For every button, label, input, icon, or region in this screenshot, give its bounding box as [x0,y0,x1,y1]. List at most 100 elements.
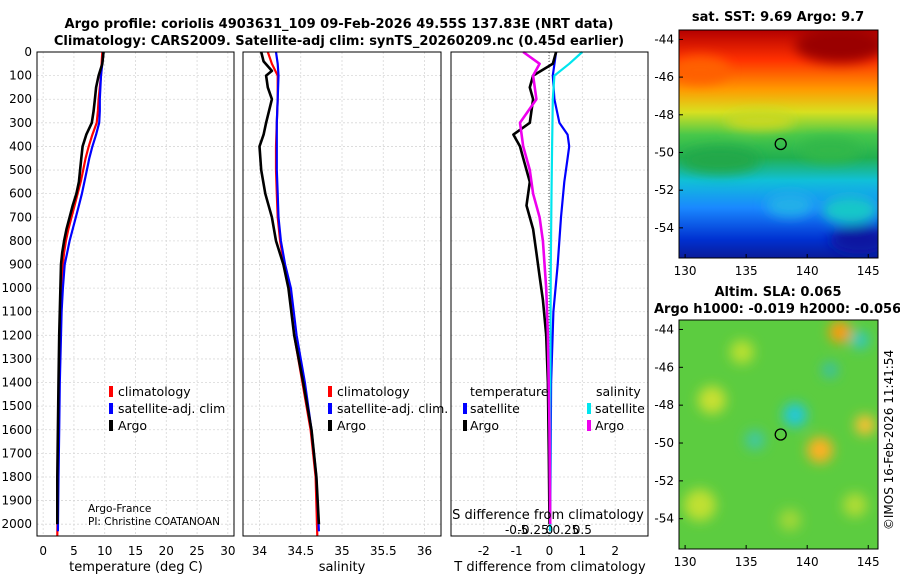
pressure-tick-label: 600 [9,187,32,201]
latitude-tick-label: -46 [654,70,674,84]
pressure-tick-label: 1300 [1,352,32,366]
pressure-tick-label: 1800 [1,470,32,484]
sla-orange-blob-1 [829,321,851,343]
sdiff-tick-label: 0.25 [553,523,580,537]
salinity-panel: 34 34.5 35 35.5 36 salinity climatology sate… [242,51,448,575]
legend-swatch-argo-2 [328,420,332,431]
x-tick-label: 35.5 [370,544,397,558]
series-line-t-argo [512,51,558,525]
x-tick-label: 30 [220,544,235,558]
latitude-tick-label: -44 [654,322,674,336]
x-tick-label: 34.5 [287,544,314,558]
pressure-tick-label: 300 [9,116,32,130]
pressure-tick-label: 400 [9,139,32,153]
sla-argo-marker [774,428,787,441]
legend-swatch-t-satellite [463,403,467,414]
longitude-tick-label: 140 [796,264,819,278]
pressure-tick-label: 100 [9,69,32,83]
x-tick-label: 2 [611,544,619,558]
sdiff-tick-label: 0 [546,523,554,537]
longitude-tick-label: 135 [735,555,758,569]
difference-lines [512,50,584,532]
legend-satellite-2: satellite-adj. clim. [337,401,448,416]
sst-cyan-patch [822,196,878,224]
x-tick-label: 5 [70,544,78,558]
sla-cyan-blob-1 [783,403,807,427]
sdiff-tick-label: -0.5 [505,523,528,537]
series-line-s-argo [518,50,552,525]
latitude-tick-label: -50 [654,436,674,450]
legend-swatch-t-argo [463,420,467,431]
temperature-tick-labels: 0 5 10 15 20 25 30 [39,544,235,558]
x-tick-label: 15 [128,544,143,558]
legend-s-satellite: satellite [595,401,645,416]
series-line-argo [56,51,105,525]
sst-yellow-patch [725,110,795,130]
legend-temperature-title: temperature [470,384,549,399]
sst-argo-marker [774,137,787,151]
temperature-axes-frame [36,51,235,537]
legend-t-satellite: satellite [470,401,520,416]
x-tick-label: -1 [511,544,523,558]
temperature-xlabel: temperature (deg C) [69,560,203,575]
latitude-tick-label: -54 [654,221,674,235]
longitude-tick-label: 140 [796,555,819,569]
pressure-tick-label: 2000 [1,517,32,531]
pressure-tick-label: 1400 [1,376,32,390]
longitude-tick-label: 145 [857,555,880,569]
sla-yellow-blob-2 [730,340,754,364]
sla-cyan-blob-3 [822,362,838,378]
legend-satellite: satellite-adj. clim [118,401,225,416]
salinity-grid [243,51,441,536]
sla-orange-blob-2 [807,437,833,463]
legend-swatch-satellite [109,403,113,414]
salinity-axes-frame [242,51,442,537]
pressure-tick-label: 1000 [1,281,32,295]
latitude-tick-label: -44 [654,32,674,46]
pressure-tick-label: 1900 [1,494,32,508]
credit-pi: PI: Christine COATANOAN [88,516,220,528]
sla-yellow-blob-3 [684,489,716,521]
legend-t-argo: Argo [470,418,499,433]
sst-lightblue-patch [766,193,814,217]
latitude-tick-label: -48 [654,398,674,412]
temperature-lines [56,51,105,537]
sla-field [679,320,878,549]
legend-swatch-s-argo [587,420,591,431]
x-tick-label: 36 [417,544,432,558]
difference-legend-salinity: salinity satellite Argo [587,384,645,433]
legend-argo: Argo [118,418,147,433]
legend-swatch-satellite-2 [328,403,332,414]
sst-orange-patch [679,56,730,84]
sla-cyan-blob-2 [851,331,869,349]
pressure-tick-label: 1600 [1,423,32,437]
series-line-t-satellite [549,51,571,532]
x-tick-label: 20 [159,544,174,558]
series-line-climatology [56,51,104,537]
sst-field-texture [679,30,878,254]
x-tick-label: 1 [579,544,587,558]
series-line-satellite-adj-clim [56,51,105,532]
temperature-legend: climatology satellite-adj. clim Argo [109,384,225,433]
pressure-tick-label: 200 [9,92,32,106]
pressure-tick-label: 1700 [1,446,32,460]
x-tick-label: 10 [97,544,112,558]
legend-s-argo: Argo [595,418,624,433]
pressure-tick-label: 1100 [1,305,32,319]
temperature-panel: 0100200300400500600700800900100011001200… [1,45,235,575]
salinity-lines [258,51,321,537]
pressure-tick-label: 700 [9,210,32,224]
legend-argo-2: Argo [337,418,366,433]
sla-map-title: Altim. SLA: 0.065 [715,285,842,300]
figure-title-line1: Argo profile: coriolis 4903631_109 09-Fe… [65,17,614,32]
latitude-tick-label: -48 [654,108,674,122]
imos-stamp: ©IMOS 16-Feb-2026 11:41:54 [882,350,896,530]
legend-swatch-argo [109,420,113,431]
tdiff-xlabel: T difference from climatology [453,560,646,575]
x-tick-label: 34 [252,544,267,558]
sdiff-tick-label: -0.25 [518,523,549,537]
longitude-tick-label: 130 [674,555,697,569]
latitude-tick-label: -52 [654,474,674,488]
latitude-tick-label: -50 [654,145,674,159]
